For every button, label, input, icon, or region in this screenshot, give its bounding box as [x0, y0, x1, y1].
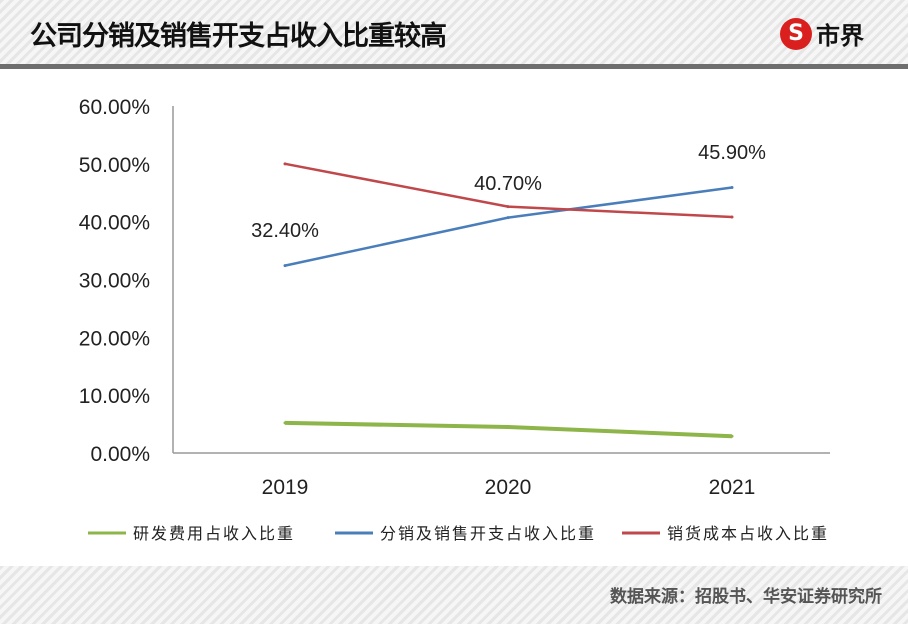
data-point [506, 425, 510, 429]
data-point [730, 434, 734, 438]
y-tick-label: 50.00% [79, 154, 150, 177]
data-point [506, 205, 510, 209]
data-source: 数据来源：招股书、华安证券研究所 [610, 587, 882, 607]
series-line-1 [284, 186, 733, 267]
legend-label: 销货成本占收入比重 [667, 524, 829, 543]
footer-band [0, 566, 908, 624]
legend-label: 分销及销售开支占收入比重 [380, 524, 596, 543]
data-point [283, 162, 287, 166]
logo-icon: S [780, 17, 812, 50]
brand-logo: S 市界 [780, 16, 864, 51]
x-tick-label: 2020 [485, 476, 532, 499]
header-band [0, 0, 908, 64]
y-tick-label: 0.00% [90, 443, 150, 466]
y-tick-label: 60.00% [79, 96, 150, 119]
data-label: 32.40% [251, 220, 319, 242]
logo-text: 市界 [816, 22, 864, 50]
legend-label: 研发费用占收入比重 [133, 524, 295, 543]
data-point [730, 215, 734, 219]
series-line-0 [284, 420, 733, 439]
data-point [730, 186, 734, 190]
page-title: 公司分销及销售开支占收入比重较高 [30, 21, 447, 52]
data-label: 40.70% [474, 173, 542, 195]
header-divider [0, 64, 908, 69]
y-tick-label: 30.00% [79, 270, 150, 293]
data-label: 45.90% [698, 142, 766, 164]
line-chart: 0.00% 10.00% 20.00% 30.00% 40.00% 50.00% 60.00… [79, 96, 830, 543]
x-tick-label: 2019 [262, 476, 309, 499]
y-tick-label: 20.00% [79, 327, 150, 350]
data-point [506, 216, 510, 220]
x-tick-label: 2021 [709, 476, 756, 499]
data-point [283, 264, 287, 268]
y-tick-label: 40.00% [79, 212, 150, 235]
data-point [283, 421, 287, 425]
y-tick-label: 10.00% [79, 385, 150, 408]
